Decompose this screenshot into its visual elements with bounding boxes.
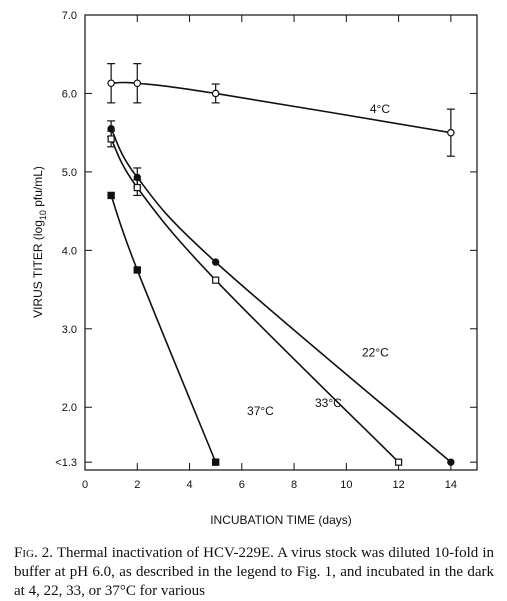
data-point — [107, 135, 115, 143]
data-point — [133, 183, 141, 192]
y-tick-label: <1.3 — [55, 457, 77, 469]
x-tick-label: 10 — [340, 479, 352, 491]
axis-ticks: 0 2 4 6 8 10 12 14 2.0 3.0 4.0 5.0 6.0 7.0 <1.3 — [55, 10, 477, 491]
x-tick-label: 2 — [134, 479, 140, 491]
y-tick-label: 4.0 — [62, 245, 77, 257]
y-tick-label: 2.0 — [62, 402, 77, 414]
series-label: 22°C — [362, 345, 389, 359]
x-tick-label: 14 — [445, 479, 457, 491]
series-label: 37°C — [247, 404, 274, 418]
data-point — [133, 79, 142, 88]
chart: 0 2 4 6 8 10 12 14 2.0 3.0 4.0 5.0 6.0 7.0 <1.3 4°C 22°… — [31, 10, 478, 527]
data-point — [107, 79, 115, 88]
series-label: 4°C — [370, 102, 390, 116]
data-point — [133, 266, 141, 274]
caption-text: Thermal inactivation of HCV-229E. A viru… — [14, 545, 495, 599]
data-point — [212, 276, 220, 284]
y-tick-label: 7.0 — [62, 10, 77, 22]
y-axis-title: VIRUS TITER (log10 pfu/mL) — [31, 166, 48, 318]
series-0: 4°C — [107, 63, 455, 157]
figure-caption: Fig. 2. Thermal inactivation of HCV-229E… — [14, 544, 494, 601]
series-line — [110, 138, 400, 463]
data-point — [211, 89, 220, 98]
figure-label: Fig. 2. — [14, 545, 54, 561]
series-line — [110, 195, 217, 463]
series-1: 22°C — [107, 120, 455, 466]
y-tick-label: 3.0 — [62, 324, 77, 336]
series-3: 37°C — [107, 191, 274, 466]
data-point — [447, 458, 455, 466]
data-point — [211, 258, 220, 266]
data-point — [447, 128, 455, 137]
x-tick-label: 12 — [392, 479, 404, 491]
data-point — [107, 191, 115, 200]
plot-frame — [84, 14, 478, 471]
data-point — [211, 458, 220, 466]
x-tick-label: 8 — [291, 479, 297, 491]
series-2: 33°C — [107, 130, 403, 466]
series-label: 33°C — [315, 396, 342, 410]
x-tick-label: 0 — [82, 479, 88, 491]
y-tick-label: 5.0 — [62, 167, 77, 179]
series-group: 4°C 22°C 33°C 37°C — [107, 63, 455, 466]
series-line — [110, 128, 452, 463]
y-tick-label: 6.0 — [62, 88, 77, 100]
x-tick-label: 6 — [239, 479, 245, 491]
x-axis-title: INCUBATION TIME (days) — [210, 513, 352, 527]
series-line — [111, 81, 451, 134]
x-tick-label: 4 — [186, 479, 192, 491]
data-point — [395, 458, 403, 466]
